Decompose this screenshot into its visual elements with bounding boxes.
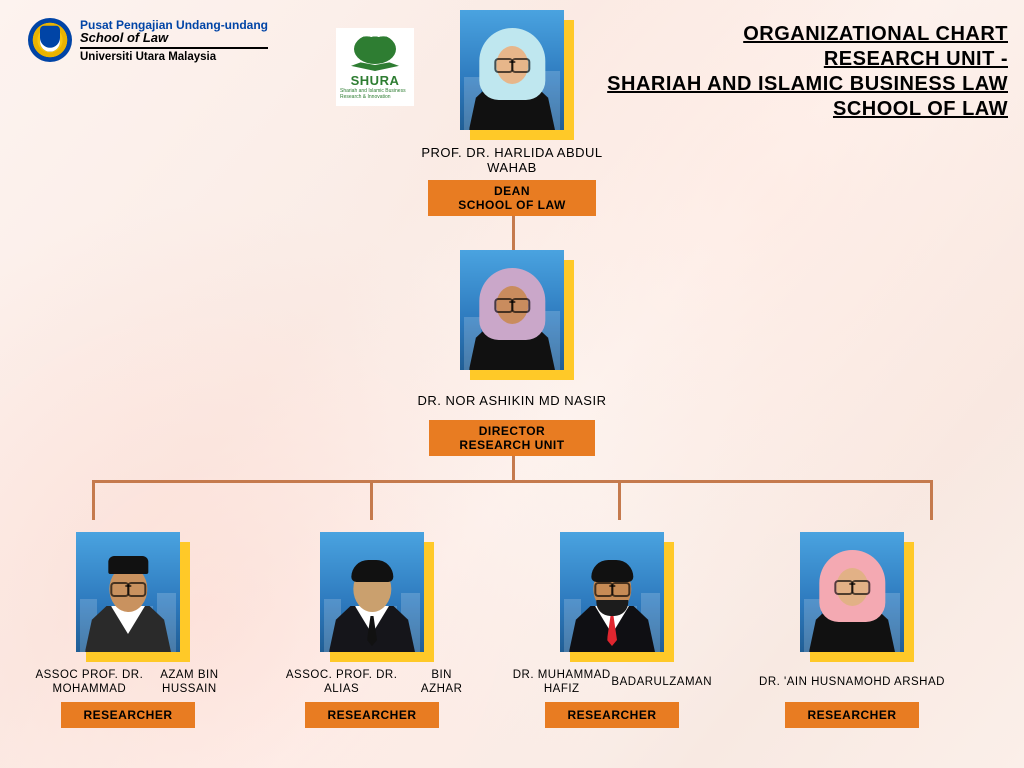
photo-dean (460, 10, 564, 130)
title-line-2: RESEARCH UNIT - (607, 47, 1008, 72)
role-r2: RESEARCHER (305, 702, 438, 728)
uum-crest-icon (28, 18, 72, 62)
node-r3: DR. MUHAMMAD HAFIZBADARULZAMAN RESEARCHER (512, 532, 712, 728)
connector-h (92, 480, 932, 483)
photo-r3 (560, 532, 664, 652)
role-r4: RESEARCHER (785, 702, 918, 728)
title-line-3: SHARIAH AND ISLAMIC BUSINESS LAW (607, 72, 1008, 97)
shura-logo: SHURA Shariah and Islamic Business Resea… (336, 28, 414, 106)
connector-d2 (370, 480, 373, 520)
connector-d4 (930, 480, 933, 520)
uum-logo-line2: School of Law (80, 30, 268, 45)
role-dean: DEANSCHOOL OF LAW (428, 180, 596, 216)
uum-logo-line3: Universiti Utara Malaysia (80, 51, 268, 63)
title-line-4: SCHOOL OF LAW (607, 97, 1008, 122)
photo-r2 (320, 532, 424, 652)
name-r3: DR. MUHAMMAD HAFIZBADARULZAMAN (512, 666, 712, 698)
photo-r1 (76, 532, 180, 652)
org-chart: ORGANIZATIONAL CHART RESEARCH UNIT - SHA… (0, 0, 1024, 768)
role-r3: RESEARCHER (545, 702, 678, 728)
role-director: DIRECTORRESEARCH UNIT (429, 420, 594, 456)
role-r1: RESEARCHER (61, 702, 194, 728)
connector-d1 (92, 480, 95, 520)
node-dean: PROF. DR. HARLIDA ABDUL WAHAB DEANSCHOOL … (412, 10, 612, 216)
uum-logo: Pusat Pengajian Undang-undang School of … (28, 18, 268, 63)
name-director: DR. NOR ASHIKIN MD NASIR (412, 384, 612, 416)
name-dean: PROF. DR. HARLIDA ABDUL WAHAB (412, 144, 612, 176)
node-r4: DR. 'AIN HUSNAMOHD ARSHAD RESEARCHER (752, 532, 952, 728)
shura-name: SHURA (351, 73, 400, 88)
chart-title: ORGANIZATIONAL CHART RESEARCH UNIT - SHA… (607, 22, 1008, 122)
name-r1: ASSOC PROF. DR. MOHAMMADAZAM BIN HUSSAIN (28, 666, 228, 698)
name-r4: DR. 'AIN HUSNAMOHD ARSHAD (752, 666, 952, 698)
photo-director (460, 250, 564, 370)
shura-subtitle: Shariah and Islamic Business Research & … (340, 88, 410, 100)
node-r1: ASSOC PROF. DR. MOHAMMADAZAM BIN HUSSAIN… (28, 532, 228, 728)
photo-r4 (800, 532, 904, 652)
connector-d3 (618, 480, 621, 520)
node-director: DR. NOR ASHIKIN MD NASIR DIRECTORRESEARCH… (412, 250, 612, 456)
name-r2: ASSOC. PROF. DR. ALIASBIN AZHAR (272, 666, 472, 698)
node-r2: ASSOC. PROF. DR. ALIASBIN AZHAR RESEARCHE… (272, 532, 472, 728)
title-line-1: ORGANIZATIONAL CHART (607, 22, 1008, 47)
connector-v1 (512, 210, 515, 252)
